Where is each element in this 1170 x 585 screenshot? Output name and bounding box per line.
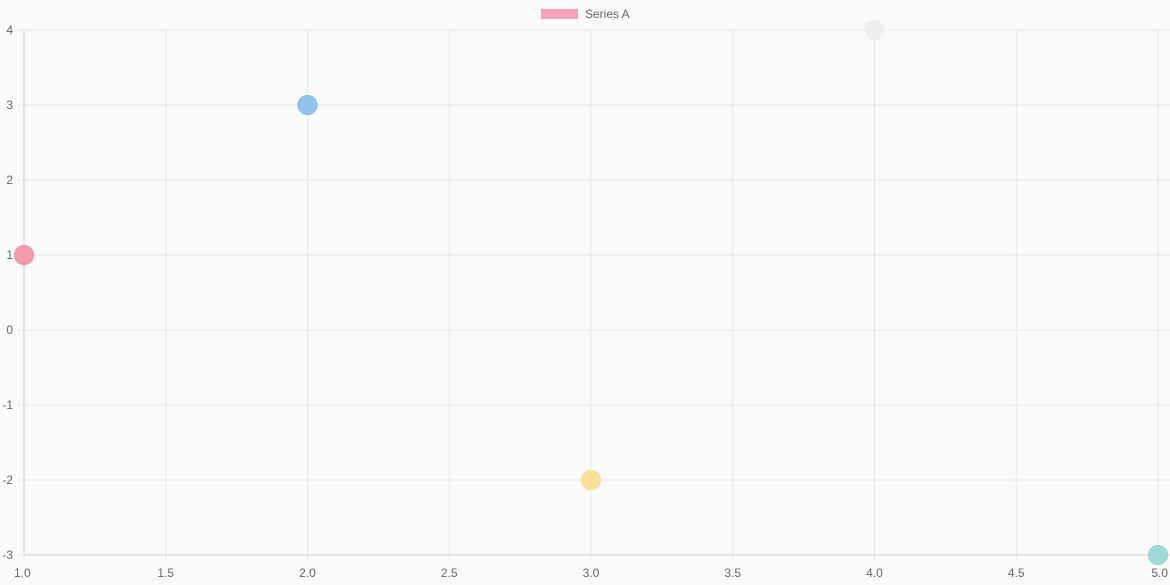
legend-swatch-series-a[interactable] — [541, 9, 578, 19]
y-tick-label: 4 — [6, 23, 13, 37]
y-tick-label: 2 — [6, 173, 13, 187]
x-tick-label: 4.0 — [866, 566, 883, 580]
x-tick-label: 2.5 — [441, 566, 458, 580]
data-points — [14, 20, 1168, 565]
x-tick-label: 5.0 — [1151, 566, 1168, 580]
legend[interactable]: Series A — [541, 7, 630, 21]
x-tick-label: 1.0 — [14, 566, 31, 580]
x-axis-ticks: 1.0 1.5 2.0 2.5 3.0 3.5 4.0 4.5 5.0 — [14, 566, 1168, 580]
x-tick-label: 1.5 — [157, 566, 174, 580]
x-tick-label: 2.0 — [299, 566, 316, 580]
x-tick-label: 3.0 — [583, 566, 600, 580]
x-tick-label: 4.5 — [1008, 566, 1025, 580]
x-tick-label: 3.5 — [724, 566, 741, 580]
y-axis-ticks: 4 3 2 1 0 -1 -2 -3 — [2, 23, 13, 562]
y-tick-label: 1 — [6, 248, 13, 262]
y-tick-label: -1 — [2, 398, 13, 412]
legend-label-series-a[interactable]: Series A — [585, 7, 630, 21]
data-point[interactable] — [864, 20, 885, 40]
y-tick-label: -3 — [2, 548, 13, 562]
axes — [23, 30, 1170, 556]
data-point[interactable] — [297, 95, 318, 115]
data-point[interactable] — [14, 245, 34, 265]
data-point[interactable] — [581, 470, 601, 490]
y-tick-label: 0 — [6, 323, 13, 337]
y-tick-label: -2 — [2, 473, 13, 487]
data-point[interactable] — [1148, 545, 1168, 565]
y-tick-label: 3 — [6, 98, 13, 112]
